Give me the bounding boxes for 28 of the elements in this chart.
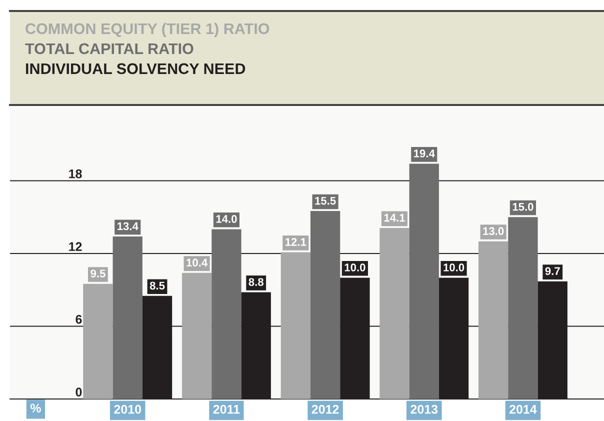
text: % — [30, 404, 41, 413]
x-tick-label: 2012 — [312, 404, 339, 414]
text: INDIVIDUAL SOLVENCY NEED — [26, 63, 246, 74]
x-tick-label: 2010 — [114, 404, 142, 414]
data-label: 10.0 — [444, 264, 464, 272]
data-label: 12.1 — [286, 238, 306, 246]
data-label: 14.1 — [384, 214, 405, 222]
x-tick-label: 2014 — [509, 404, 537, 414]
data-label: 19.4 — [414, 150, 435, 158]
data-label: 8.5 — [150, 282, 165, 290]
text: TOTAL CAPITAL RATIO — [25, 43, 194, 54]
data-label: 15.0 — [512, 202, 534, 211]
y-tick-label: 18 — [69, 169, 82, 178]
x-tick-label: 2013 — [410, 404, 438, 414]
data-label: 13.4 — [118, 222, 138, 230]
data-label: 8.8 — [248, 278, 264, 286]
y-tick-label: 6 — [76, 314, 82, 324]
data-label: 14.0 — [216, 215, 237, 223]
text: COMMON EQUITY (TIER 1) RATIO — [26, 22, 270, 38]
data-label: 13.0 — [483, 227, 504, 236]
data-label: 10.4 — [186, 258, 208, 267]
data-label: 10.0 — [344, 264, 366, 272]
data-label: 9.7 — [545, 267, 560, 276]
data-label: 9.5 — [90, 270, 106, 278]
y-tick-label: 0 — [76, 388, 82, 397]
data-label: 15.5 — [315, 196, 336, 205]
y-tick-label: 12 — [69, 242, 82, 251]
x-tick-label: 2011 — [213, 404, 240, 414]
